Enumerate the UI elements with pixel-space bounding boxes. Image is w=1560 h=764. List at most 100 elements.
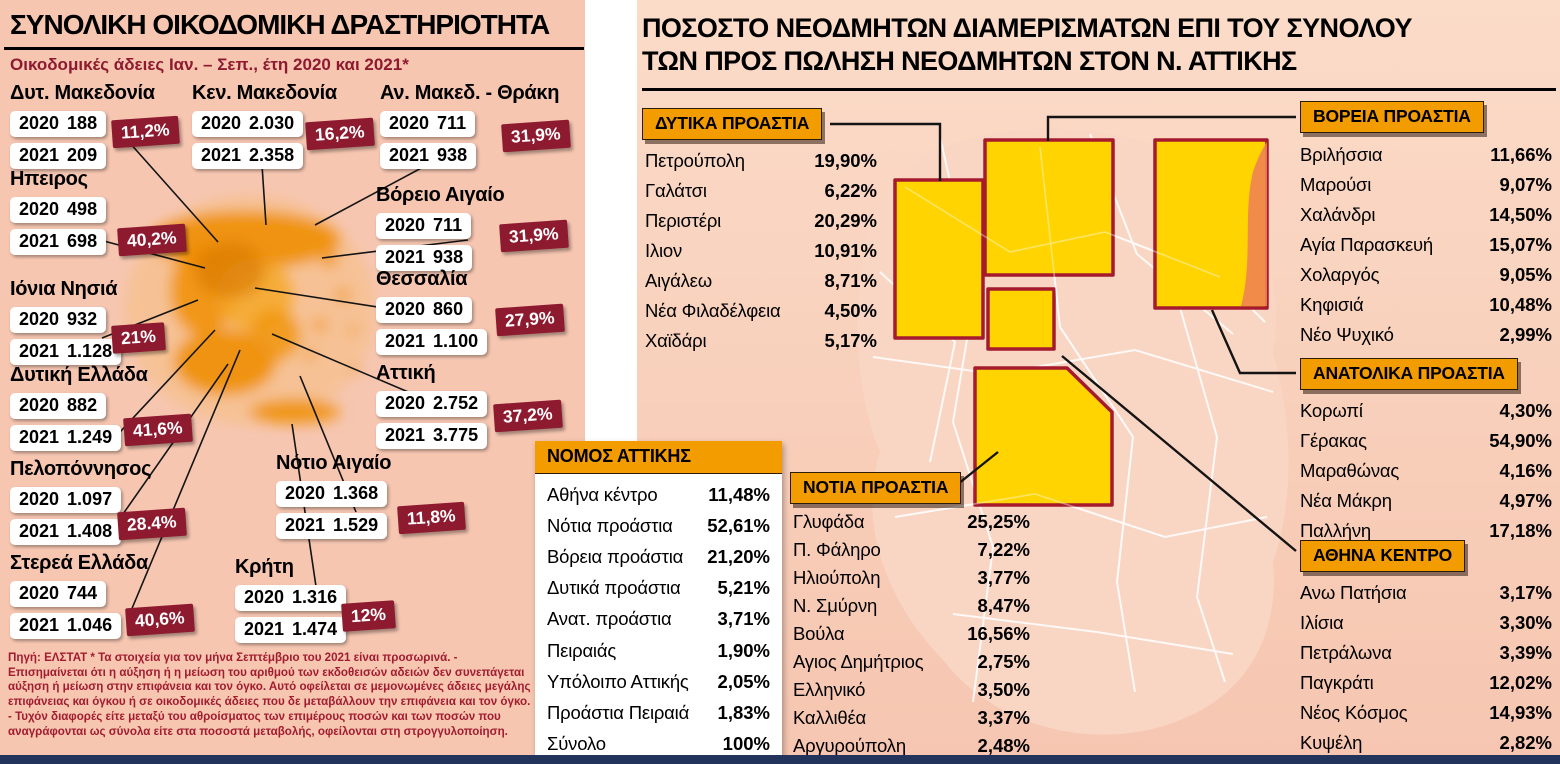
change-badge: 40,2% <box>117 223 187 257</box>
group-list-anatolika-proastia: Κορωπί 4,30% Γέρακας 54,90% Μαραθώνας 4,… <box>1300 396 1552 546</box>
region-name: Δυτική Ελλάδα <box>10 364 148 386</box>
source-note: Πηγή: ΕΛΣΤΑΤ * Τα στοιχεία για τον μήνα … <box>8 651 531 738</box>
item-value: 17,18% <box>1489 520 1552 541</box>
change-badge: 40,6% <box>125 603 195 637</box>
group-header-nomos-attikis: ΝΟΜΟΣ ΑΤΤΙΚΗΣ <box>535 441 782 474</box>
list-item: Ελληνικό 3,50% <box>793 676 1030 704</box>
region-block-dyt-makedonia: Δυτ. Μακεδονία 2020 188 2021 209 <box>10 82 155 169</box>
year-label: 2021 <box>19 341 60 361</box>
region-block-notio-aigaio: Νότιο Αιγαίο 2020 1.368 2021 1.529 <box>276 452 392 539</box>
value-2020: 2.030 <box>249 113 295 133</box>
list-item: Πειραιάς 1,90% <box>547 635 770 666</box>
year-label: 2020 <box>201 113 242 133</box>
value-2021: 698 <box>67 231 98 251</box>
value-2020: 744 <box>67 583 98 603</box>
item-name: Παλλήνη <box>1300 520 1371 541</box>
item-name: Καλλιθέα <box>793 707 867 728</box>
year-value-tag: 2020 1.097 <box>10 487 122 513</box>
value-2021: 1.529 <box>333 515 379 535</box>
item-value: 1,90% <box>717 639 770 661</box>
item-value: 16,56% <box>967 623 1030 644</box>
list-item: Μαραθώνας 4,16% <box>1300 456 1552 486</box>
left-title-rule <box>4 47 584 50</box>
item-name: Νέο Ψυχικό <box>1300 324 1394 345</box>
list-item: Αιγάλεω 8,71% <box>645 266 877 296</box>
item-name: Γαλάτσι <box>645 180 707 201</box>
region-block-ionia-nisia: Ιόνια Νησιά 2020 932 2021 1.128 <box>10 278 122 365</box>
list-item: Σύνολο 100% <box>547 729 770 760</box>
item-name: Ιλιον <box>645 240 683 261</box>
item-name: Ανατ. προάστια <box>547 608 672 630</box>
region-block-thessalia: Θεσσαλία 2020 860 2021 1.100 <box>376 268 488 355</box>
year-label: 2020 <box>19 113 60 133</box>
region-block-kriti: Κρήτη 2020 1.316 2021 1.474 <box>235 556 347 643</box>
region-name: Θεσσαλία <box>376 268 468 290</box>
value-2020: 2.752 <box>433 393 479 413</box>
year-value-tag: 2021 1.474 <box>235 617 347 643</box>
change-badge: 41,6% <box>123 413 193 447</box>
year-label: 2020 <box>19 583 60 603</box>
region-name: Στερεά Ελλάδα <box>10 552 148 574</box>
bottom-bar <box>0 755 1560 764</box>
value-2021: 1.128 <box>67 341 113 361</box>
item-value: 5,21% <box>717 577 770 599</box>
year-label: 2021 <box>389 145 430 165</box>
item-value: 3,37% <box>977 707 1030 728</box>
year-label: 2020 <box>285 483 326 503</box>
region-block-dytiki-ellada: Δυτική Ελλάδα 2020 882 2021 1.249 <box>10 364 148 451</box>
region-name: Κρήτη <box>235 556 294 578</box>
change-badge: 21% <box>111 322 166 354</box>
list-item: Πετράλωνα 3,39% <box>1300 638 1552 668</box>
region-block-ipeiros: Ηπειρος 2020 498 2021 698 <box>10 168 107 255</box>
value-2021: 1.249 <box>67 427 113 447</box>
change-badge: 11,8% <box>397 501 466 535</box>
right-title-line1: ΠΟΣΟΣΤΟ ΝΕΟΔΜΗΤΩΝ ΔΙΑΜΕΡΙΣΜΑΤΩΝ ΕΠΙ ΤΟΥ … <box>642 13 1412 43</box>
list-item: Κηφισιά 10,48% <box>1300 290 1552 320</box>
list-item: Δυτικά προάστια 5,21% <box>547 573 770 604</box>
item-value: 15,07% <box>1489 234 1552 255</box>
region-name: Κεν. Μακεδονία <box>192 82 337 104</box>
year-value-tag: 2020 2.030 <box>192 111 304 137</box>
value-2020: 1.316 <box>292 587 338 607</box>
change-badge: 31,9% <box>501 119 571 153</box>
item-name: Αιγάλεω <box>645 270 712 291</box>
item-value: 3,30% <box>1499 612 1552 633</box>
item-name: Αθήνα κέντρο <box>547 483 658 505</box>
left-panel-subtitle: Οικοδομικές άδειες Ιαν. – Σεπ., έτη 2020… <box>10 55 409 74</box>
list-item: Ιλίσια 3,30% <box>1300 608 1552 638</box>
item-name: Βούλα <box>793 623 845 644</box>
item-value: 11,66% <box>1490 144 1552 165</box>
year-value-tag: 2021 1.529 <box>276 513 388 539</box>
item-value: 3,71% <box>717 608 770 630</box>
list-item: Ανατ. προάστια 3,71% <box>547 604 770 635</box>
list-item: Ηλιούπολη 3,77% <box>793 564 1030 592</box>
item-value: 3,39% <box>1499 642 1552 663</box>
year-value-tag: 2021 3.775 <box>376 423 488 449</box>
change-badge: 28.4% <box>117 507 187 541</box>
item-name: Χαϊδάρι <box>645 330 707 351</box>
item-name: Παγκράτι <box>1300 672 1374 693</box>
group-header-dytika-proastia: ΔΥΤΙΚΑ ΠΡΟΑΣΤΙΑ <box>642 108 823 140</box>
year-value-tag: 2021 938 <box>380 143 477 169</box>
item-value: 9,05% <box>1499 264 1552 285</box>
value-2021: 938 <box>433 247 464 267</box>
value-2020: 882 <box>67 395 98 415</box>
value-2021: 938 <box>437 145 468 165</box>
region-name: Ηπειρος <box>10 168 88 190</box>
list-item: Βούλα 16,56% <box>793 620 1030 648</box>
list-item: Ανω Πατήσια 3,17% <box>1300 578 1552 608</box>
item-name: Ν. Σμύρνη <box>793 595 878 616</box>
item-value: 8,47% <box>977 595 1030 616</box>
item-name: Π. Φάληρο <box>793 539 881 560</box>
item-name: Μαραθώνας <box>1300 460 1400 481</box>
year-label: 2021 <box>19 427 60 447</box>
item-value: 10,91% <box>814 240 877 261</box>
year-label: 2020 <box>19 395 60 415</box>
zone-dytika-proastia <box>893 178 985 340</box>
list-item: Νέα Μάκρη 4,97% <box>1300 486 1552 516</box>
region-name: Πελοπόννησος <box>10 458 152 480</box>
list-item: Παγκράτι 12,02% <box>1300 668 1552 698</box>
item-value: 12,02% <box>1489 672 1552 693</box>
group-list-voreia-proastia: Βριλήσσια 11,66% Μαρούσι 9,07% Χαλάνδρι … <box>1300 140 1552 350</box>
year-label: 2021 <box>285 515 326 535</box>
